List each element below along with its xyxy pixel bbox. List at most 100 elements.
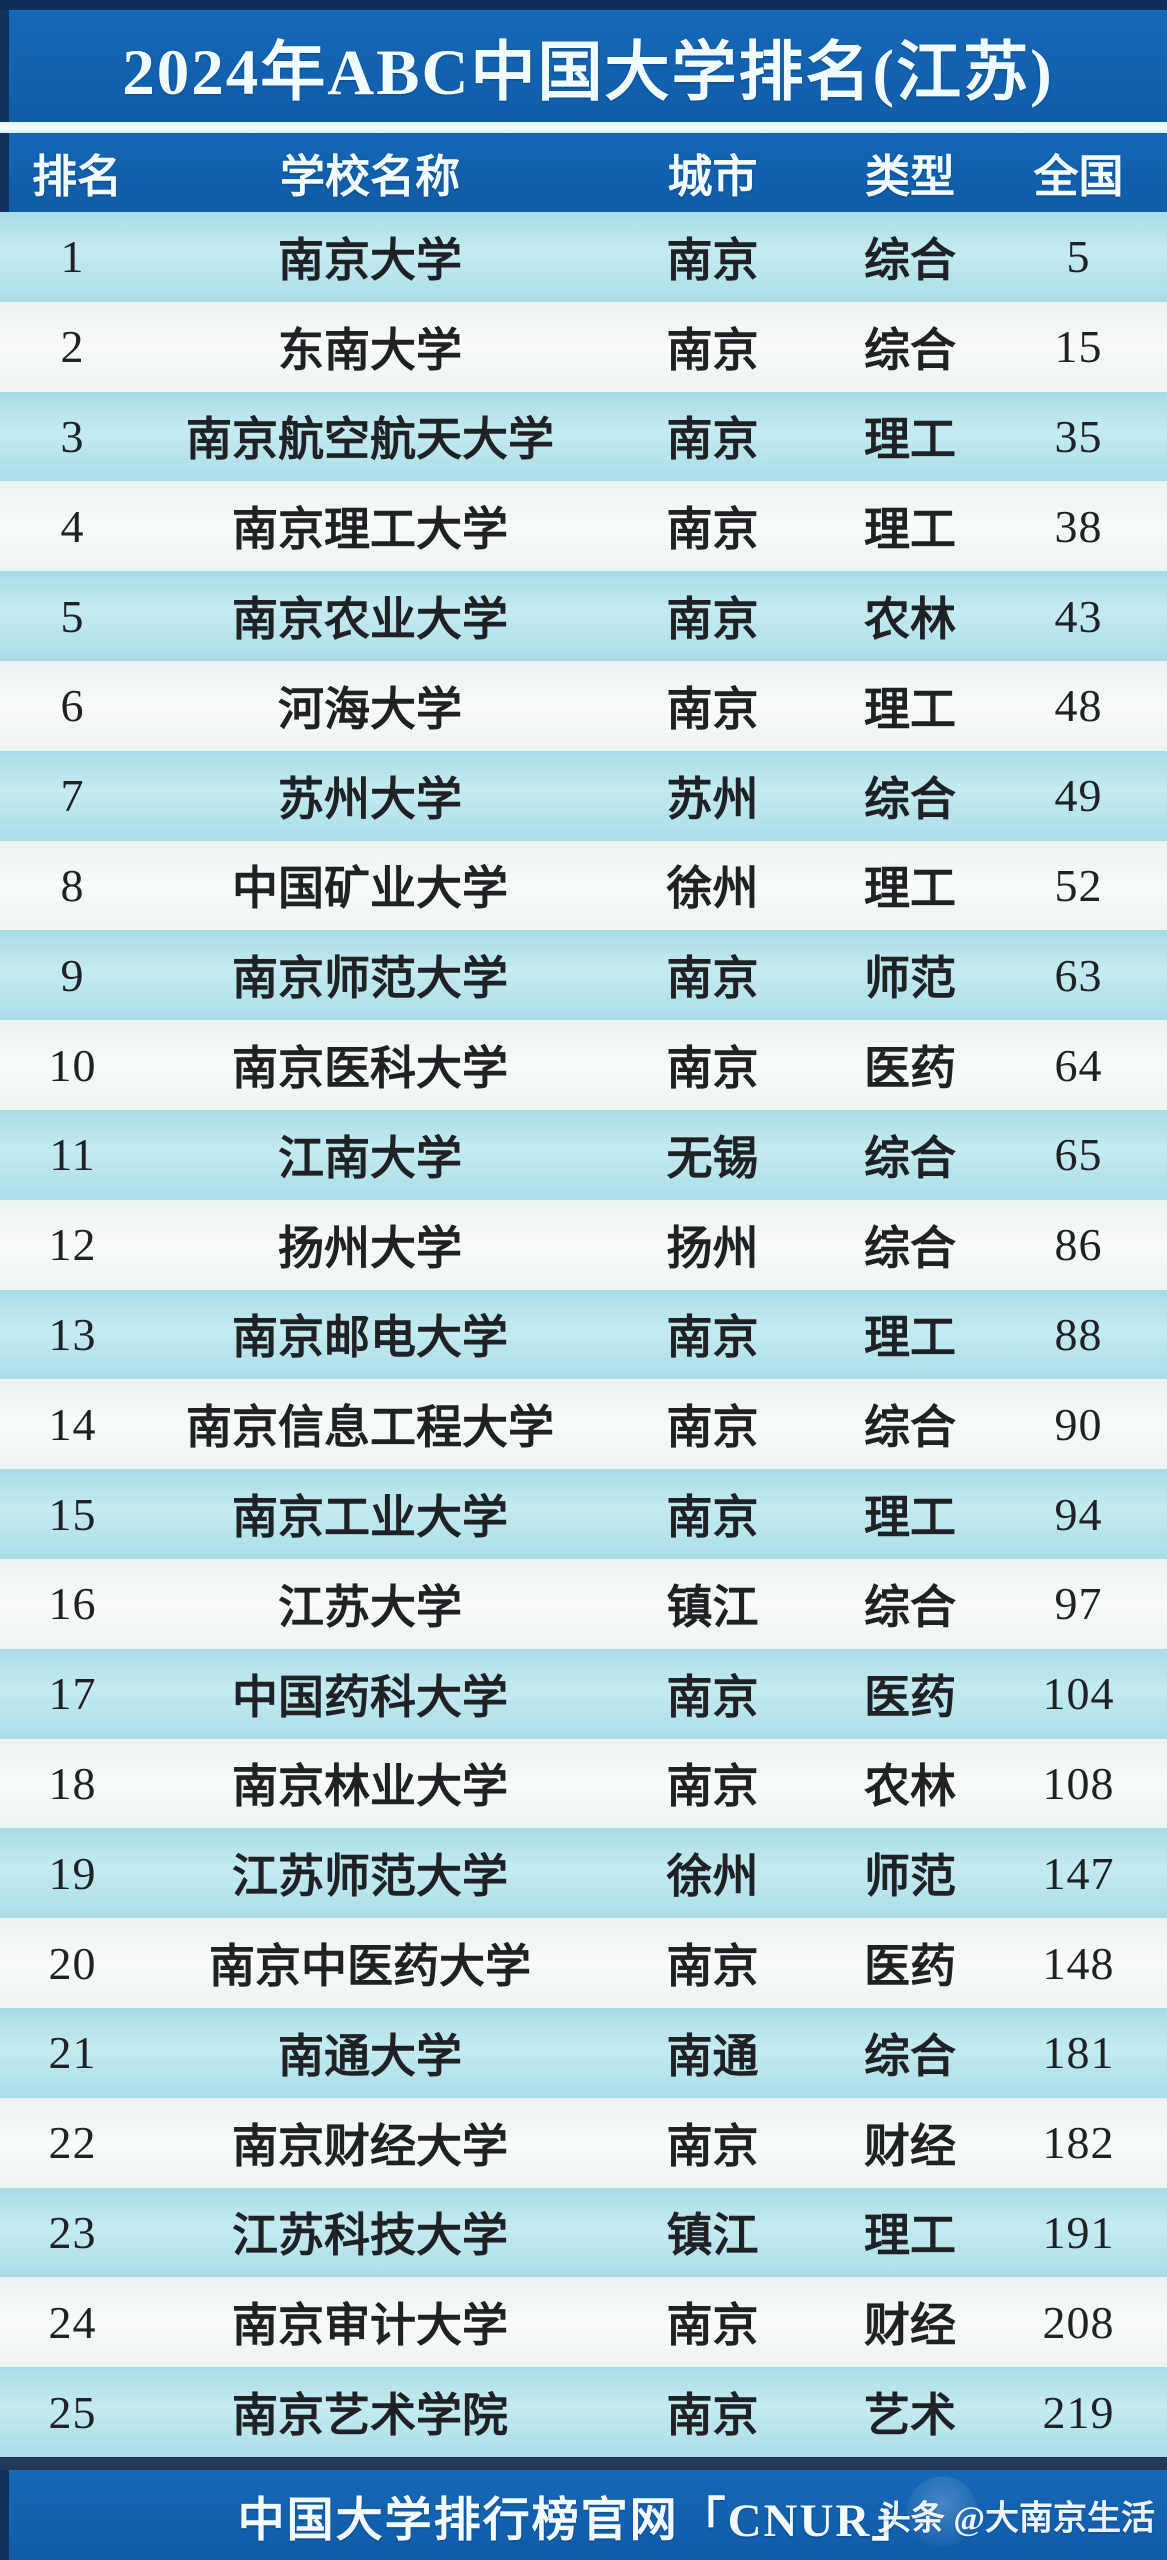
school-name-cell: 江苏大学 <box>278 1581 462 1633</box>
city-cell: 南通 <box>666 2030 759 2082</box>
type-cell: 师范 <box>864 1851 956 1903</box>
top-frame-border <box>0 0 1167 10</box>
table-row: 21 南通大学 南通 综合 181 <box>0 2007 1167 2098</box>
school-name-cell: 南京中医药大学 <box>209 1941 531 1993</box>
table-row: 4 南京理工大学 南京 理工 38 <box>0 481 1167 572</box>
page-title: 2024年ABC中国大学排名(江苏) <box>122 37 1054 109</box>
rank-cell: 11 <box>49 1129 96 1181</box>
city-cell: 南京 <box>666 594 759 646</box>
national-rank-cell: 147 <box>1042 1847 1115 1899</box>
table-row: 12 扬州大学 扬州 综合 86 <box>0 1199 1167 1290</box>
table-row: 19 江苏师范大学 徐州 师范 147 <box>0 1828 1167 1919</box>
table-row: 25 南京艺术学院 南京 艺术 219 <box>0 2367 1167 2457</box>
school-name-cell: 南京理工大学 <box>232 504 508 556</box>
city-cell: 南京 <box>666 953 759 1005</box>
school-name-cell: 扬州大学 <box>278 1222 462 1274</box>
school-name-cell: 河海大学 <box>278 683 462 735</box>
national-rank-cell: 86 <box>1054 1219 1103 1271</box>
rank-cell: 22 <box>48 2117 97 2169</box>
national-rank-cell: 182 <box>1042 2117 1115 2169</box>
type-cell: 综合 <box>864 324 956 376</box>
national-rank-cell: 49 <box>1054 770 1103 822</box>
watermark-text: 头条 @大南京生活 <box>876 2500 1155 2538</box>
rank-cell: 6 <box>60 680 85 732</box>
column-header-rank: 排名 <box>31 152 122 202</box>
school-name-cell: 中国药科大学 <box>232 1671 508 1723</box>
school-name-cell: 中国矿业大学 <box>232 863 508 915</box>
type-cell: 综合 <box>864 1132 956 1184</box>
rank-cell: 7 <box>60 770 85 822</box>
school-name-cell: 南京工业大学 <box>232 1492 508 1544</box>
city-cell: 南京 <box>666 1312 759 1364</box>
table-row: 24 南京审计大学 南京 财经 208 <box>0 2277 1167 2368</box>
type-cell: 师范 <box>864 953 956 1005</box>
type-cell: 理工 <box>864 1312 956 1364</box>
national-rank-cell: 191 <box>1042 2206 1115 2258</box>
school-name-cell: 南京财经大学 <box>232 2120 508 2172</box>
national-rank-cell: 208 <box>1042 2296 1115 2348</box>
rank-cell: 20 <box>48 1937 97 1989</box>
city-cell: 苏州 <box>666 773 759 825</box>
national-rank-cell: 52 <box>1054 859 1103 911</box>
rank-cell: 9 <box>60 949 85 1001</box>
table-row: 2 东南大学 南京 综合 15 <box>0 301 1167 392</box>
type-cell: 医药 <box>864 1671 956 1723</box>
rank-cell: 24 <box>48 2296 97 2348</box>
type-cell: 理工 <box>864 863 956 915</box>
school-name-cell: 南京林业大学 <box>232 1761 508 1813</box>
school-name-cell: 苏州大学 <box>278 773 462 825</box>
footer-bar: 中国大学排行榜官网「CNUR」 头条 @大南京生活 <box>0 2470 1167 2560</box>
rank-cell: 14 <box>48 1398 97 1450</box>
national-rank-cell: 48 <box>1054 680 1103 732</box>
city-cell: 南京 <box>666 414 759 466</box>
national-rank-cell: 15 <box>1054 321 1103 373</box>
table-row: 3 南京航空航天大学 南京 理工 35 <box>0 391 1167 482</box>
type-cell: 农林 <box>864 1761 956 1813</box>
rank-cell: 25 <box>48 2386 97 2438</box>
column-header-city: 城市 <box>667 152 758 202</box>
type-cell: 理工 <box>864 414 956 466</box>
city-cell: 南京 <box>666 324 759 376</box>
city-cell: 镇江 <box>666 1581 759 1633</box>
type-cell: 理工 <box>864 2210 956 2262</box>
city-cell: 镇江 <box>666 2210 759 2262</box>
column-header-national: 全国 <box>1033 152 1124 202</box>
type-cell: 综合 <box>864 1581 956 1633</box>
school-name-cell: 南京师范大学 <box>232 953 508 1005</box>
rank-cell: 15 <box>48 1488 97 1540</box>
rank-cell: 8 <box>60 859 85 911</box>
school-name-cell: 南京艺术学院 <box>232 2390 508 2442</box>
type-cell: 综合 <box>864 1222 956 1274</box>
rank-cell: 19 <box>48 1847 97 1899</box>
city-cell: 南京 <box>666 1402 759 1454</box>
school-name-cell: 南京大学 <box>278 234 462 286</box>
type-cell: 医药 <box>864 1043 956 1095</box>
national-rank-cell: 108 <box>1042 1757 1115 1809</box>
school-name-cell: 南京邮电大学 <box>232 1312 508 1364</box>
type-cell: 综合 <box>864 773 956 825</box>
national-rank-cell: 94 <box>1054 1488 1103 1540</box>
rank-cell: 23 <box>48 2206 97 2258</box>
national-rank-cell: 35 <box>1054 410 1103 462</box>
rank-cell: 13 <box>48 1308 97 1360</box>
type-cell: 艺术 <box>864 2390 956 2442</box>
rank-cell: 12 <box>48 1219 97 1271</box>
city-cell: 南京 <box>666 2120 759 2172</box>
school-name-cell: 江苏师范大学 <box>232 1851 508 1903</box>
national-rank-cell: 63 <box>1054 949 1103 1001</box>
rank-cell: 21 <box>48 2027 97 2079</box>
school-name-cell: 东南大学 <box>278 324 462 376</box>
city-cell: 扬州 <box>666 1222 759 1274</box>
table-row: 6 河海大学 南京 理工 48 <box>0 660 1167 751</box>
type-cell: 理工 <box>864 504 956 556</box>
rank-cell: 3 <box>60 410 85 462</box>
rank-cell: 1 <box>60 231 85 283</box>
national-rank-cell: 64 <box>1054 1039 1103 1091</box>
table-row: 15 南京工业大学 南京 理工 94 <box>0 1469 1167 1559</box>
city-cell: 南京 <box>666 2390 759 2442</box>
table-row: 22 南京财经大学 南京 财经 182 <box>0 2097 1167 2188</box>
type-cell: 理工 <box>864 1492 956 1544</box>
national-rank-cell: 38 <box>1054 500 1103 552</box>
school-name-cell: 南京航空航天大学 <box>186 414 554 466</box>
